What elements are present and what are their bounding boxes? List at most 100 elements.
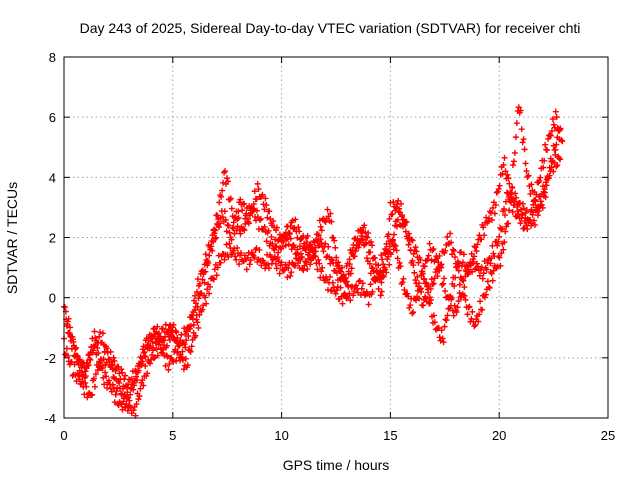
data-point	[249, 208, 256, 215]
data-point	[419, 270, 426, 277]
data-point	[423, 298, 430, 305]
data-point	[229, 224, 236, 231]
data-point	[337, 284, 344, 291]
data-point	[484, 278, 491, 285]
data-point	[228, 236, 235, 243]
data-point	[428, 257, 435, 264]
data-point	[524, 174, 531, 181]
data-point	[163, 342, 170, 349]
data-point	[232, 253, 239, 260]
data-point	[461, 292, 468, 299]
data-point	[401, 286, 408, 293]
data-point	[306, 241, 313, 248]
data-point	[549, 158, 556, 165]
data-point	[211, 226, 218, 233]
data-point	[264, 214, 271, 221]
data-point	[222, 216, 229, 223]
data-point	[69, 372, 76, 379]
data-point	[95, 363, 102, 370]
data-point	[138, 362, 145, 369]
data-point	[536, 177, 543, 184]
data-point	[248, 204, 255, 211]
data-point	[410, 262, 417, 269]
data-point	[99, 330, 106, 337]
data-point	[203, 256, 210, 263]
data-point	[77, 358, 84, 365]
data-point	[156, 330, 163, 337]
data-point	[407, 302, 414, 309]
data-point	[534, 212, 541, 219]
data-point	[516, 199, 523, 206]
data-point	[461, 284, 468, 291]
data-point	[475, 318, 482, 325]
data-point	[212, 227, 219, 234]
data-point	[169, 327, 176, 334]
data-point	[265, 227, 272, 234]
data-point	[383, 269, 390, 276]
data-point	[192, 292, 199, 299]
data-point	[263, 238, 270, 245]
data-point	[340, 271, 347, 278]
data-point	[495, 238, 502, 245]
series-2	[61, 151, 564, 419]
data-point	[279, 243, 286, 250]
data-point	[468, 260, 475, 267]
data-point	[125, 381, 132, 388]
data-point	[465, 304, 472, 311]
data-point	[131, 377, 138, 384]
data-point	[314, 231, 321, 238]
data-point	[259, 191, 266, 198]
data-point	[552, 146, 559, 153]
data-point	[224, 178, 231, 185]
data-point	[493, 189, 500, 196]
data-point	[390, 246, 397, 253]
data-point	[295, 224, 302, 231]
data-point	[344, 260, 351, 267]
data-point	[390, 237, 397, 244]
data-point	[392, 207, 399, 214]
data-point	[474, 241, 481, 248]
data-point	[320, 248, 327, 255]
data-point	[119, 369, 126, 376]
data-point	[212, 235, 219, 242]
data-point	[287, 273, 294, 280]
data-point	[346, 256, 353, 263]
data-point	[552, 108, 559, 115]
data-point	[326, 273, 333, 280]
data-point	[277, 234, 284, 241]
data-point	[195, 324, 202, 331]
data-point	[348, 249, 355, 256]
data-point	[215, 224, 222, 231]
data-point	[371, 254, 378, 261]
data-point	[189, 315, 196, 322]
y-tick-label: 4	[49, 170, 56, 185]
data-point	[237, 250, 244, 257]
y-tick-label: -4	[44, 411, 56, 426]
data-point	[231, 230, 238, 237]
data-point	[505, 175, 512, 182]
x-tick-label: 5	[169, 428, 176, 443]
data-point	[209, 275, 216, 282]
data-point	[375, 262, 382, 269]
data-point	[512, 134, 519, 141]
data-point	[436, 252, 443, 259]
data-point	[182, 344, 189, 351]
data-point	[214, 212, 221, 219]
data-point	[162, 362, 169, 369]
data-point	[548, 127, 555, 134]
data-point	[292, 216, 299, 223]
data-point	[361, 222, 368, 229]
data-point	[405, 241, 412, 248]
data-point	[210, 276, 217, 283]
data-point	[223, 175, 230, 182]
data-point	[509, 184, 516, 191]
data-point	[554, 162, 561, 169]
data-point	[549, 116, 556, 123]
data-point	[263, 202, 270, 209]
data-point	[375, 285, 382, 292]
data-point	[512, 190, 519, 197]
data-point	[301, 262, 308, 269]
data-point	[182, 355, 189, 362]
data-point	[185, 332, 192, 339]
data-point	[119, 391, 126, 398]
